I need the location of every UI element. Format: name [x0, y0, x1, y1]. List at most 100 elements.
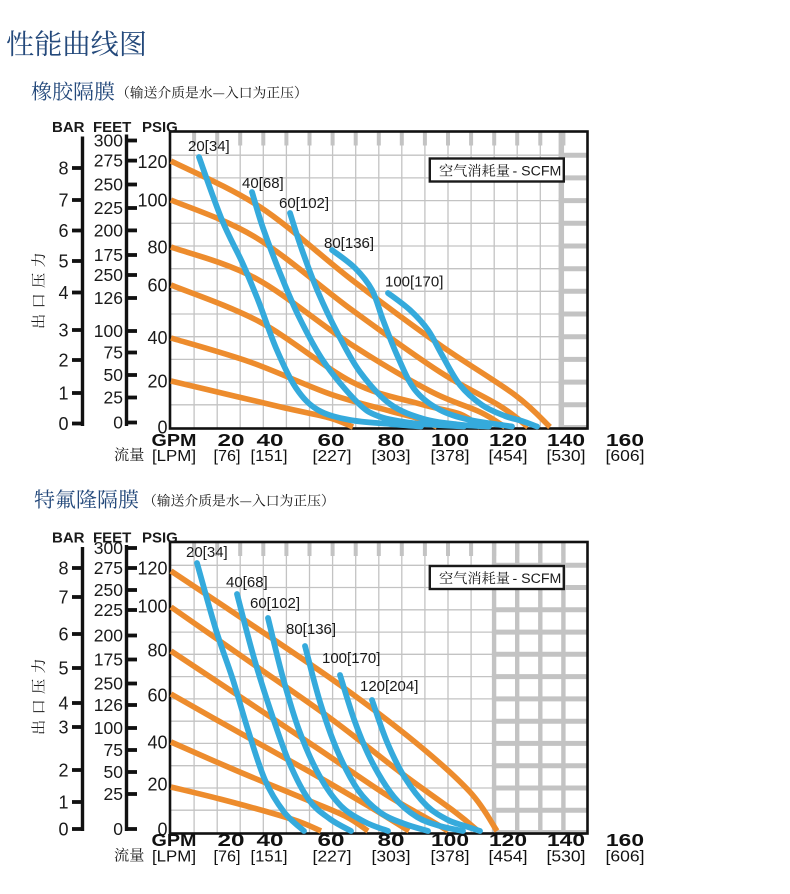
svg-text:4: 4	[58, 694, 68, 714]
svg-text:[76]: [76]	[214, 849, 241, 866]
svg-text:[LPM]: [LPM]	[152, 448, 196, 465]
svg-text:80: 80	[147, 238, 167, 258]
svg-text:25: 25	[104, 388, 123, 408]
svg-text:200: 200	[94, 626, 123, 646]
svg-text:5: 5	[58, 252, 68, 272]
svg-text:[378]: [378]	[431, 448, 470, 465]
svg-text:40: 40	[147, 733, 167, 753]
svg-text:80: 80	[378, 430, 405, 450]
svg-text:[303]: [303]	[372, 849, 411, 866]
svg-text:80[136]: 80[136]	[324, 235, 374, 252]
svg-text:100: 100	[137, 191, 167, 211]
svg-text:1: 1	[58, 793, 68, 813]
svg-text:250: 250	[94, 674, 123, 694]
svg-text:120[204]: 120[204]	[360, 678, 418, 695]
svg-text:[LPM]: [LPM]	[152, 849, 196, 866]
svg-text:300: 300	[94, 131, 123, 151]
svg-text:200: 200	[94, 220, 123, 240]
svg-text:[530]: [530]	[547, 849, 586, 866]
svg-text:GPM: GPM	[152, 430, 197, 450]
svg-text:120: 120	[489, 430, 527, 450]
svg-text:140: 140	[547, 430, 585, 450]
svg-text:120: 120	[489, 830, 527, 850]
svg-text:BAR: BAR	[52, 119, 85, 136]
svg-text:- SCFM: - SCFM	[513, 164, 562, 180]
svg-text:120: 120	[137, 559, 167, 579]
svg-text:2: 2	[58, 761, 68, 781]
svg-text:- SCFM: - SCFM	[513, 571, 562, 587]
svg-text:60: 60	[147, 276, 167, 296]
svg-text:225: 225	[94, 198, 123, 218]
svg-text:80[136]: 80[136]	[286, 621, 336, 638]
svg-text:0: 0	[157, 820, 167, 840]
svg-text:0: 0	[58, 820, 68, 840]
svg-text:75: 75	[104, 343, 123, 363]
svg-text:[454]: [454]	[489, 849, 528, 866]
svg-text:126: 126	[94, 288, 123, 308]
svg-text:3: 3	[58, 718, 68, 738]
svg-text:120: 120	[137, 152, 167, 172]
svg-text:1: 1	[58, 384, 68, 404]
svg-text:[606]: [606]	[606, 448, 645, 465]
svg-text:BAR: BAR	[52, 530, 85, 547]
svg-text:60[102]: 60[102]	[250, 595, 300, 612]
svg-text:0: 0	[58, 414, 68, 434]
svg-text:20: 20	[218, 830, 245, 850]
svg-text:[151]: [151]	[251, 448, 288, 465]
svg-text:5: 5	[58, 659, 68, 679]
svg-text:[606]: [606]	[606, 849, 645, 866]
svg-text:7: 7	[58, 191, 68, 211]
svg-text:FEET: FEET	[93, 530, 131, 547]
svg-text:[378]: [378]	[431, 849, 470, 866]
svg-text:20[34]: 20[34]	[186, 544, 228, 561]
svg-text:[530]: [530]	[547, 448, 586, 465]
svg-text:140: 140	[547, 830, 585, 850]
svg-text:100: 100	[137, 597, 167, 617]
svg-text:6: 6	[58, 221, 68, 241]
svg-text:100[170]: 100[170]	[322, 650, 380, 667]
svg-text:[227]: [227]	[313, 849, 352, 866]
svg-text:25: 25	[104, 784, 123, 804]
svg-text:75: 75	[104, 740, 123, 760]
svg-text:PSIG: PSIG	[142, 119, 178, 136]
svg-text:50: 50	[104, 365, 124, 385]
svg-text:8: 8	[58, 559, 68, 579]
svg-text:60: 60	[318, 430, 345, 450]
svg-text:40: 40	[257, 830, 284, 850]
svg-text:250: 250	[94, 265, 123, 285]
svg-text:[76]: [76]	[214, 448, 241, 465]
svg-text:60: 60	[318, 830, 345, 850]
svg-text:100[170]: 100[170]	[385, 274, 443, 291]
svg-text:0: 0	[113, 413, 123, 433]
svg-text:[151]: [151]	[251, 849, 288, 866]
svg-text:40: 40	[257, 430, 284, 450]
svg-text:7: 7	[58, 588, 68, 608]
svg-text:80: 80	[378, 830, 405, 850]
svg-text:[227]: [227]	[313, 448, 352, 465]
svg-text:20[34]: 20[34]	[188, 138, 230, 155]
svg-text:20: 20	[218, 430, 245, 450]
svg-text:160: 160	[606, 830, 644, 850]
svg-text:250: 250	[94, 580, 123, 600]
svg-text:40: 40	[147, 328, 167, 348]
svg-text:GPM: GPM	[152, 830, 197, 850]
svg-text:3: 3	[58, 321, 68, 341]
svg-text:100: 100	[431, 830, 469, 850]
svg-text:50: 50	[104, 762, 124, 782]
svg-text:60: 60	[147, 686, 167, 706]
svg-text:275: 275	[94, 151, 123, 171]
svg-text:[454]: [454]	[489, 448, 528, 465]
svg-text:2: 2	[58, 351, 68, 371]
svg-text:175: 175	[94, 245, 123, 265]
svg-text:175: 175	[94, 650, 123, 670]
svg-text:40[68]: 40[68]	[242, 175, 284, 192]
svg-text:100: 100	[431, 430, 469, 450]
svg-text:250: 250	[94, 175, 123, 195]
svg-text:60[102]: 60[102]	[279, 195, 329, 212]
svg-text:300: 300	[94, 538, 123, 558]
svg-text:20: 20	[147, 775, 167, 795]
svg-text:PSIG: PSIG	[142, 530, 178, 547]
svg-text:100: 100	[94, 718, 123, 738]
svg-text:[303]: [303]	[372, 448, 411, 465]
svg-text:40[68]: 40[68]	[226, 574, 268, 591]
